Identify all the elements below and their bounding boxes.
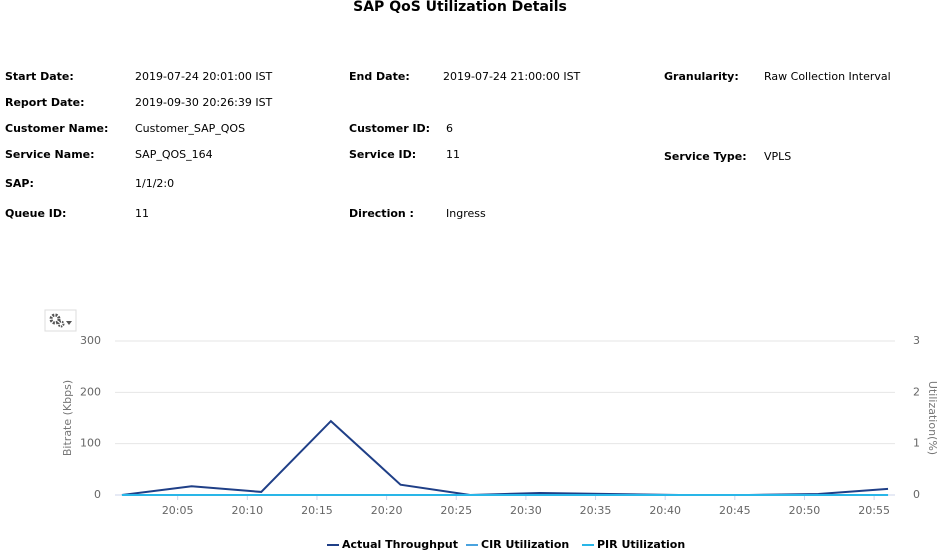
field-value: Ingress: [446, 207, 486, 220]
x-tick-label: 20:20: [371, 504, 403, 517]
x-tick-label: 20:05: [162, 504, 194, 517]
x-tick-label: 20:50: [789, 504, 821, 517]
x-tick-label: 20:40: [649, 504, 681, 517]
field-label: Report Date:: [5, 96, 85, 109]
y-tick-label: 0: [94, 488, 101, 501]
field-label: Customer ID:: [349, 122, 430, 135]
field-value: Raw Collection Interval: [764, 70, 891, 83]
field-label: Start Date:: [5, 70, 74, 83]
field-label: Customer Name:: [5, 122, 108, 135]
gear-icon: [49, 313, 61, 325]
field-label: Granularity:: [664, 70, 739, 83]
field-label: Service Name:: [5, 148, 95, 161]
x-tick-label: 20:45: [719, 504, 751, 517]
legend-label: PIR Utilization: [597, 538, 685, 551]
legend-label: CIR Utilization: [481, 538, 569, 551]
field-label: Service Type:: [664, 150, 747, 163]
x-tick-label: 20:10: [231, 504, 263, 517]
field-value: VPLS: [764, 150, 791, 163]
field-value: SAP_QOS_164: [135, 148, 213, 161]
x-tick-label: 20:35: [580, 504, 612, 517]
field-value: 2019-07-24 21:00:00 IST: [443, 70, 581, 83]
x-tick-label: 20:55: [858, 504, 890, 517]
field-value: 6: [446, 122, 453, 135]
x-tick-label: 20:15: [301, 504, 333, 517]
field-label: Direction :: [349, 207, 414, 220]
field-label: Service ID:: [349, 148, 416, 161]
y2-tick-label: 1: [913, 437, 920, 450]
field-label: Queue ID:: [5, 207, 66, 220]
report-title: SAP QoS Utilization Details: [353, 0, 567, 15]
y2-axis-title: Utilization(%): [926, 381, 939, 455]
field-value: 2019-07-24 20:01:00 IST: [135, 70, 273, 83]
dropdown-arrow: [66, 321, 72, 325]
settings-button[interactable]: [44, 309, 77, 332]
y2-tick-label: 3: [913, 334, 920, 347]
field-value: 11: [135, 207, 149, 220]
gear-icon: [57, 320, 65, 328]
x-tick-label: 20:30: [510, 504, 542, 517]
field-value: 2019-09-30 20:26:39 IST: [135, 96, 273, 109]
y2-tick-label: 0: [913, 488, 920, 501]
series-line: [121, 419, 889, 497]
y-tick-label: 100: [80, 437, 101, 450]
field-label: End Date:: [349, 70, 410, 83]
field-value: Customer_SAP_QOS: [135, 122, 245, 135]
legend-label: Actual Throughput: [342, 538, 458, 551]
settings-box[interactable]: [44, 309, 77, 332]
y-tick-label: 200: [80, 385, 101, 398]
y2-tick-label: 2: [913, 385, 920, 398]
field-value: 1/1/2:0: [135, 177, 174, 190]
field-value: 11: [446, 148, 460, 161]
field-label: SAP:: [5, 177, 34, 190]
y-tick-label: 300: [80, 334, 101, 347]
x-tick-label: 20:25: [440, 504, 472, 517]
y-axis-title: Bitrate (Kbps): [61, 380, 74, 456]
